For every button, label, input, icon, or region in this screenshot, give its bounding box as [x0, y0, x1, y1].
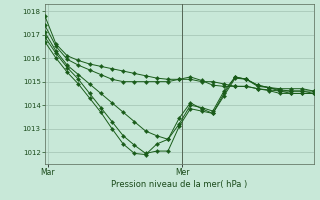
X-axis label: Pression niveau de la mer( hPa ): Pression niveau de la mer( hPa ) [111, 180, 247, 189]
